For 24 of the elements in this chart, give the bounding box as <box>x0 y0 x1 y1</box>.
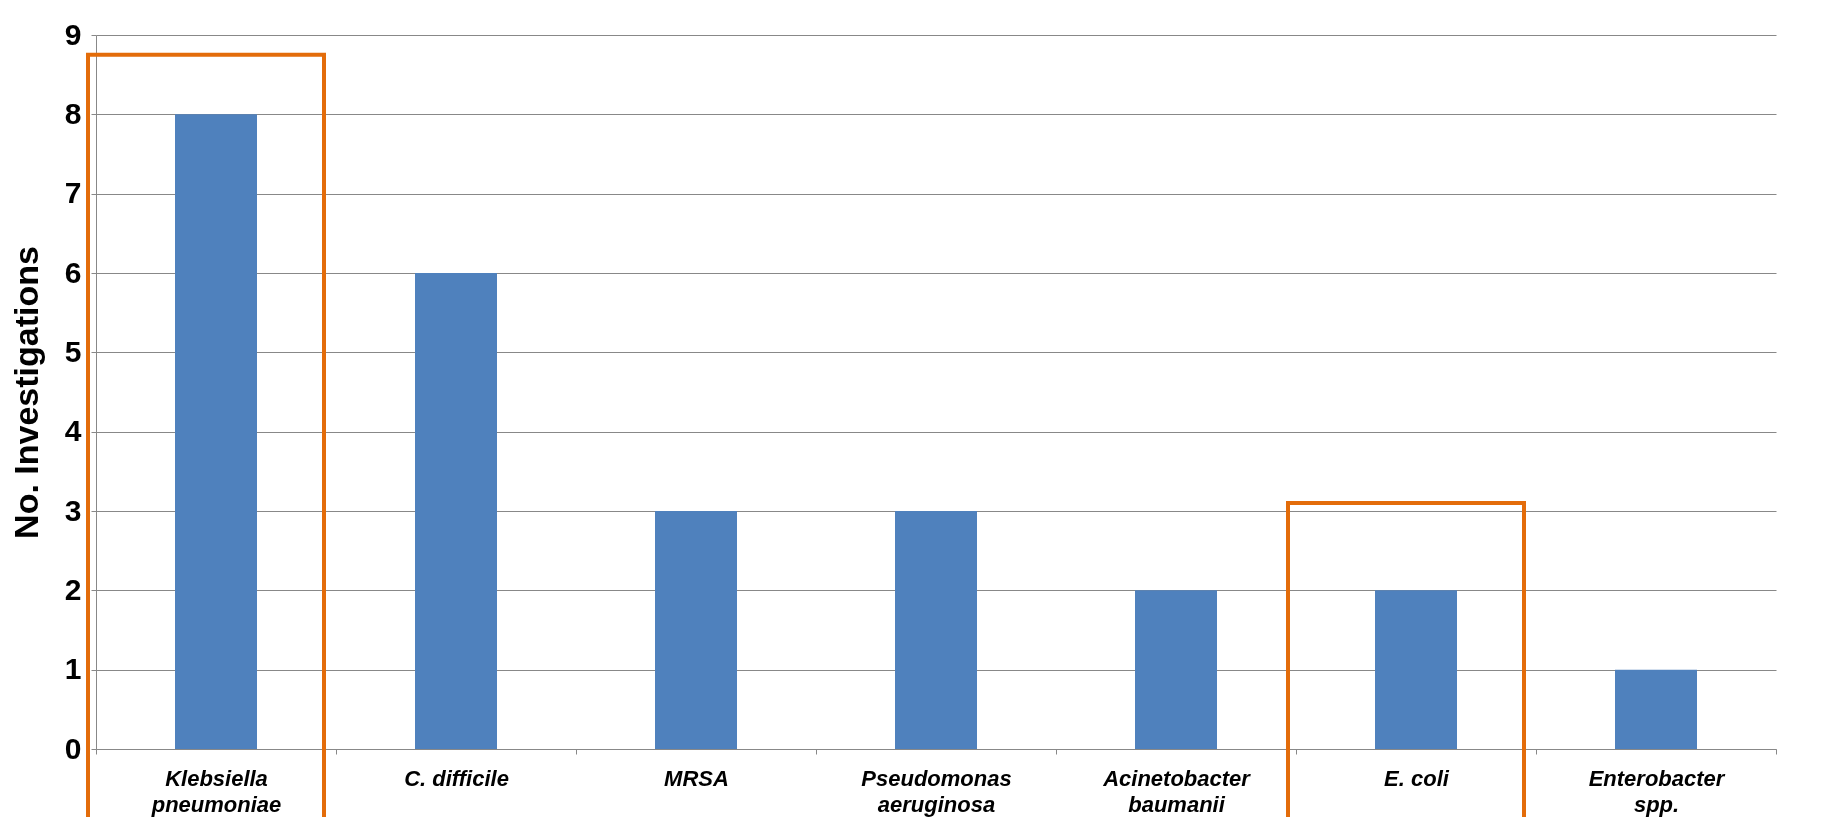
y-tick-label: 2 <box>64 572 82 606</box>
bar <box>1615 669 1697 749</box>
bar <box>415 273 497 749</box>
x-tick-label: Enterobacter spp. <box>1588 765 1726 817</box>
y-tick-label: 4 <box>64 414 82 448</box>
x-tick-label: Acinetobacter baumanii <box>1102 765 1252 817</box>
bar <box>1375 590 1457 749</box>
bar <box>1135 590 1217 749</box>
x-tick-label: E. coli <box>1384 765 1450 791</box>
y-tick-label: 5 <box>64 334 82 368</box>
x-tick-label: MRSA <box>664 765 729 791</box>
bar <box>895 511 977 749</box>
x-tick-label: Pseudomonas aeruginosa <box>861 765 1012 817</box>
y-tick-label: 8 <box>64 96 82 130</box>
y-tick-label: 1 <box>64 652 82 686</box>
y-tick-label: 3 <box>64 493 82 527</box>
y-tick-label: 7 <box>64 176 82 210</box>
y-tick-label: 6 <box>64 255 82 289</box>
y-tick-label: 0 <box>64 731 82 765</box>
x-tick-label: Klebsiella pneumoniae <box>150 765 282 817</box>
x-tick-label: C. difficile <box>404 765 509 791</box>
y-tick-label: 9 <box>64 17 82 51</box>
y-axis-title: No. Investigations <box>6 246 45 539</box>
bar <box>655 511 737 749</box>
